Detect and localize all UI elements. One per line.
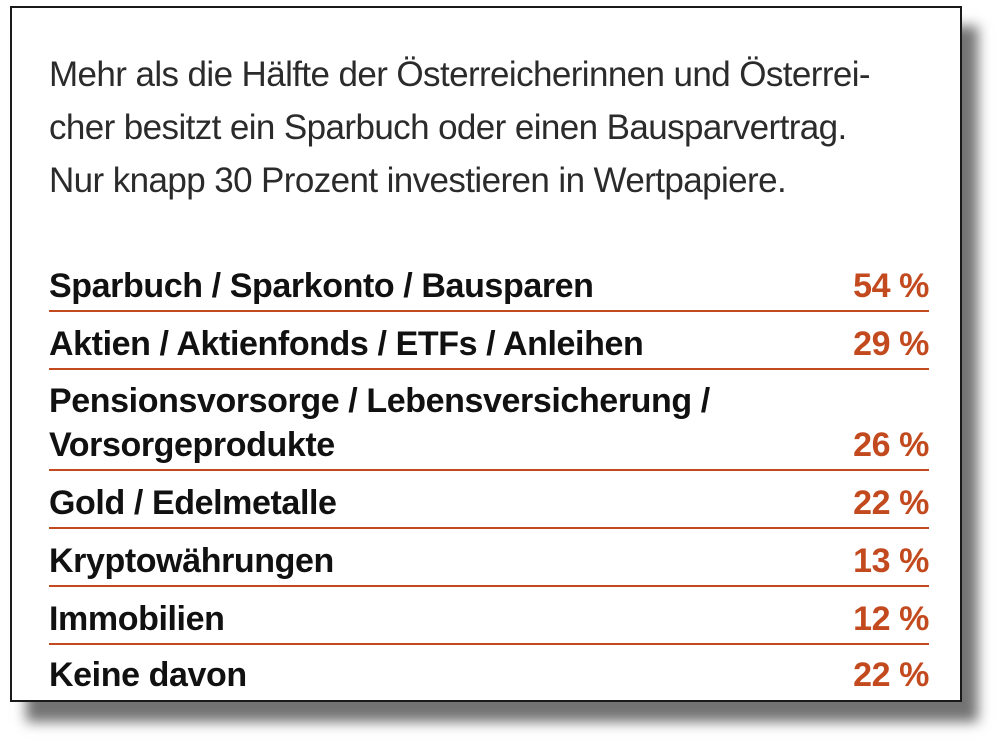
row-label: Gold / Edelmetalle <box>49 484 337 522</box>
intro-line: Nur knapp 30 Prozent investieren in Wert… <box>49 161 787 200</box>
row-label: Immobilien <box>49 600 225 638</box>
table-row: Immobilien 12 % <box>49 587 929 645</box>
table-row: Gold / Edelmetalle 22 % <box>49 471 929 529</box>
table-row: Sparbuch / Sparkonto / Bausparen 54 % <box>49 254 929 312</box>
row-value: 54 % <box>853 267 929 305</box>
row-label: Aktien / Aktienfonds / ETFs / Anleihen <box>49 325 644 363</box>
table-row: Pensionsvorsorge / Lebensversicherung / … <box>49 370 929 471</box>
table-row: Keine davon 22 % <box>49 645 929 699</box>
row-label: Keine davon <box>49 656 247 694</box>
row-label: Kryptowährungen <box>49 542 334 580</box>
row-value: 26 % <box>853 426 929 464</box>
row-value: 22 % <box>853 484 929 522</box>
intro-text: Mehr als die Hälfte der Österreicherinne… <box>49 48 939 207</box>
row-value: 29 % <box>853 325 929 363</box>
row-label: Sparbuch / Sparkonto / Bausparen <box>49 267 594 305</box>
row-value: 13 % <box>853 542 929 580</box>
infographic-card: Mehr als die Hälfte der Österreicherinne… <box>10 6 962 702</box>
row-value: 12 % <box>853 600 929 638</box>
table-row: Kryptowährungen 13 % <box>49 529 929 587</box>
results-table: Sparbuch / Sparkonto / Bausparen 54 % Ak… <box>49 254 929 699</box>
intro-line: cher besitzt ein Sparbuch oder einen Bau… <box>49 108 847 147</box>
table-row: Aktien / Aktienfonds / ETFs / Anleihen 2… <box>49 312 929 370</box>
row-value: 22 % <box>853 656 929 694</box>
intro-line: Mehr als die Hälfte der Österreicherinne… <box>49 55 871 94</box>
row-label: Pensionsvorsorge / Lebensversicherung / … <box>49 382 710 464</box>
